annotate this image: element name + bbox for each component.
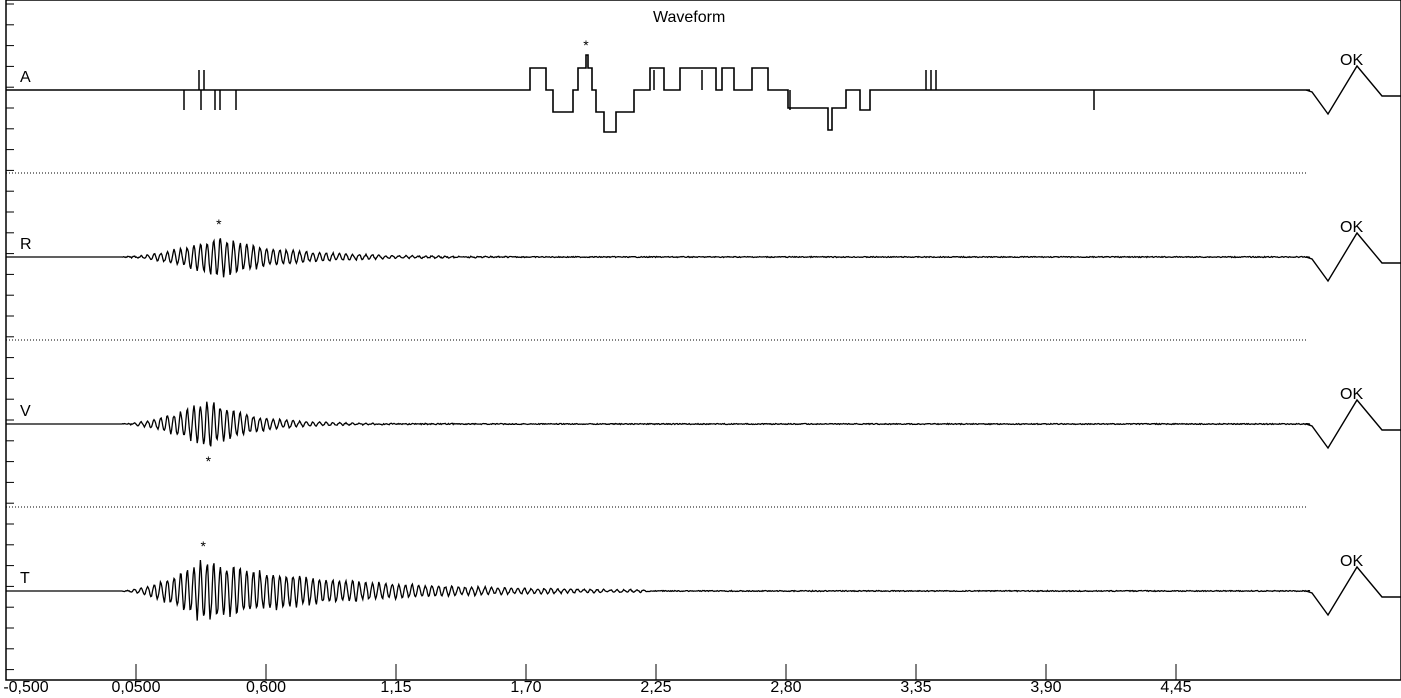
peak-marker: *: [200, 538, 206, 554]
trace-r: [6, 238, 1311, 278]
peak-marker: *: [206, 453, 212, 469]
status-ok-r: OK: [1340, 219, 1364, 236]
ok-indicator: [1305, 565, 1401, 617]
x-tick-label: 1,70: [510, 679, 542, 696]
chart-title: Waveform: [653, 9, 726, 26]
plot-frame: [5, 0, 1401, 681]
channel-label-a: A: [20, 69, 31, 86]
peak-marker: *: [583, 37, 589, 53]
x-axis-ticks: [5, 664, 1177, 680]
status-ok-t: OK: [1340, 553, 1364, 570]
ok-indicator: [1305, 231, 1401, 283]
ok-indicator: [1305, 64, 1401, 116]
channel-label-r: R: [20, 236, 32, 253]
x-tick-label: 0,0500: [111, 679, 161, 696]
x-tick-label: 3,35: [900, 679, 932, 696]
trace-a: [6, 54, 1310, 133]
x-tick-label: 2,80: [770, 679, 802, 696]
x-tick-label: 4,45: [1160, 679, 1192, 696]
channel-dividers: [6, 172, 1306, 508]
status-ok-a: OK: [1340, 52, 1364, 69]
x-tick-label: -0,500: [3, 679, 49, 696]
left-axis-ticks: [6, 3, 14, 671]
peak-marker: *: [216, 216, 222, 232]
trace-group: * * * *: [6, 37, 1401, 621]
status-ok-v: OK: [1340, 386, 1364, 403]
trace-v: [6, 401, 1311, 447]
x-tick-label: 3,90: [1030, 679, 1062, 696]
x-tick-label: 2,25: [640, 679, 672, 696]
ok-indicator: [1305, 398, 1401, 450]
x-tick-label: 0,600: [245, 679, 287, 696]
trace-t: [6, 560, 1311, 621]
channel-label-v: V: [20, 403, 31, 420]
channel-label-t: T: [20, 570, 30, 587]
x-tick-label: 1,15: [380, 679, 412, 696]
